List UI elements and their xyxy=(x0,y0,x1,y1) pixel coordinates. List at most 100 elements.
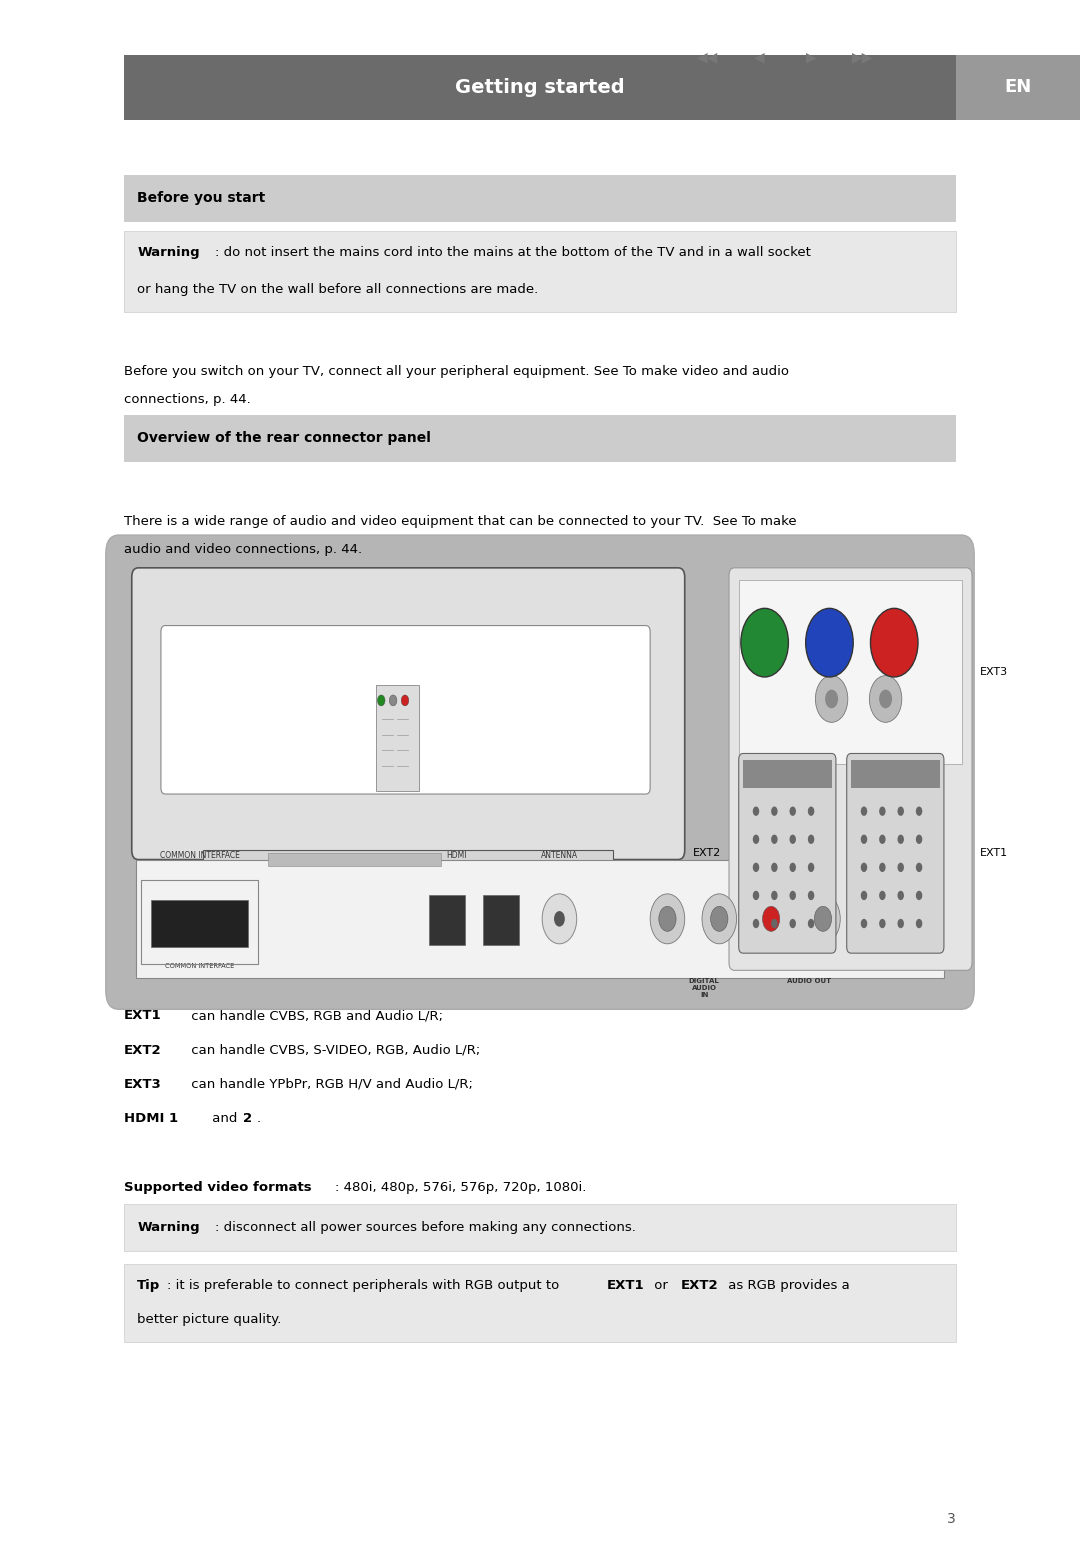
Text: There is a wide range of audio and video equipment that can be connected to your: There is a wide range of audio and video… xyxy=(124,515,797,527)
FancyBboxPatch shape xyxy=(132,568,685,860)
Circle shape xyxy=(711,906,728,931)
Circle shape xyxy=(879,690,892,708)
Circle shape xyxy=(879,919,886,928)
Text: EXT2: EXT2 xyxy=(693,849,721,858)
Text: EXT1: EXT1 xyxy=(607,1279,645,1292)
Text: : 480i, 480p, 576i, 576p, 720p, 1080i.: : 480i, 480p, 576i, 576p, 720p, 1080i. xyxy=(335,1181,586,1193)
Circle shape xyxy=(825,690,838,708)
Circle shape xyxy=(879,807,886,816)
Text: HDMI 1: HDMI 1 xyxy=(124,1112,178,1125)
Bar xyxy=(124,55,956,120)
Text: Pb: Pb xyxy=(825,597,834,602)
Circle shape xyxy=(789,835,796,844)
Circle shape xyxy=(753,919,759,928)
Text: COMMON INTERFACE: COMMON INTERFACE xyxy=(160,850,240,860)
Bar xyxy=(124,415,956,462)
Text: : do not insert the mains cord into the mains at the bottom of the TV and in a w: : do not insert the mains cord into the … xyxy=(215,246,811,259)
Circle shape xyxy=(897,835,904,844)
Text: Tip: Tip xyxy=(137,1279,161,1292)
Bar xyxy=(124,175,956,222)
Text: EXT2: EXT2 xyxy=(680,1279,718,1292)
Text: : it is preferable to connect peripherals with RGB output to: : it is preferable to connect peripheral… xyxy=(167,1279,564,1292)
Text: Overview of the rear connector panel: Overview of the rear connector panel xyxy=(137,432,431,445)
Circle shape xyxy=(808,891,814,900)
Bar xyxy=(741,763,816,783)
Text: Getting started: Getting started xyxy=(455,78,625,97)
Text: EXT1: EXT1 xyxy=(980,849,1008,858)
Text: ▶: ▶ xyxy=(806,51,816,64)
Text: AUDIO OUT: AUDIO OUT xyxy=(787,978,831,984)
Circle shape xyxy=(916,835,922,844)
Circle shape xyxy=(879,891,886,900)
Text: can handle YPbPr, RGB H/V and Audio L/R;: can handle YPbPr, RGB H/V and Audio L/R; xyxy=(187,1078,473,1090)
Circle shape xyxy=(771,807,778,816)
Circle shape xyxy=(378,696,384,705)
Circle shape xyxy=(808,835,814,844)
Text: EXT3: EXT3 xyxy=(980,668,1008,677)
Text: EXT2: EXT2 xyxy=(779,771,796,777)
Text: can handle CVBS, S-VIDEO, RGB, Audio L/R;: can handle CVBS, S-VIDEO, RGB, Audio L/R… xyxy=(187,1044,481,1056)
Text: as RGB provides a: as RGB provides a xyxy=(724,1279,849,1292)
Circle shape xyxy=(806,894,840,944)
Bar xyxy=(151,900,248,947)
FancyBboxPatch shape xyxy=(739,580,962,764)
Text: DIGITAL
AUDIO
IN: DIGITAL AUDIO IN xyxy=(689,978,719,998)
Bar xyxy=(124,1264,956,1342)
FancyBboxPatch shape xyxy=(729,568,972,970)
Circle shape xyxy=(879,863,886,872)
Text: and: and xyxy=(208,1112,242,1125)
Circle shape xyxy=(814,906,832,931)
Circle shape xyxy=(897,807,904,816)
Circle shape xyxy=(861,891,867,900)
Text: EXT3: EXT3 xyxy=(124,1078,162,1090)
Text: EXT1: EXT1 xyxy=(124,1009,162,1022)
Text: Warning: Warning xyxy=(137,1221,200,1234)
Circle shape xyxy=(753,835,759,844)
FancyBboxPatch shape xyxy=(739,753,836,953)
Bar xyxy=(956,55,1080,120)
Circle shape xyxy=(402,696,408,705)
Text: 3: 3 xyxy=(947,1513,956,1526)
Circle shape xyxy=(916,863,922,872)
Bar xyxy=(124,1204,956,1251)
FancyBboxPatch shape xyxy=(847,753,944,953)
Circle shape xyxy=(390,696,397,705)
Text: Before you start: Before you start xyxy=(137,192,266,204)
Text: 2: 2 xyxy=(243,1112,252,1125)
FancyBboxPatch shape xyxy=(483,895,519,945)
Text: can handle CVBS, RGB and Audio L/R;: can handle CVBS, RGB and Audio L/R; xyxy=(187,1009,443,1022)
Text: COMMON INTERFACE: COMMON INTERFACE xyxy=(165,963,234,969)
Text: HDMI: HDMI xyxy=(447,850,467,860)
Text: Warning: Warning xyxy=(137,246,200,259)
Text: Pr: Pr xyxy=(891,597,897,602)
Circle shape xyxy=(789,919,796,928)
Circle shape xyxy=(897,919,904,928)
Bar xyxy=(376,685,419,791)
Text: Y: Y xyxy=(762,597,767,602)
Circle shape xyxy=(870,608,918,677)
Bar xyxy=(124,231,956,312)
Circle shape xyxy=(897,891,904,900)
Bar xyxy=(203,850,613,878)
Text: ANTENNA: ANTENNA xyxy=(541,850,578,860)
FancyBboxPatch shape xyxy=(106,535,974,1009)
Text: .: . xyxy=(257,1112,261,1125)
Text: or hang the TV on the wall before all connections are made.: or hang the TV on the wall before all co… xyxy=(137,284,539,296)
Text: EXT2: EXT2 xyxy=(124,1044,162,1056)
Circle shape xyxy=(808,919,814,928)
Bar xyxy=(851,760,940,788)
Text: EN: EN xyxy=(1004,78,1031,97)
Circle shape xyxy=(771,835,778,844)
Circle shape xyxy=(789,863,796,872)
Text: EXT1: EXT1 xyxy=(887,771,904,777)
Circle shape xyxy=(771,891,778,900)
Circle shape xyxy=(554,911,565,927)
Circle shape xyxy=(861,807,867,816)
Bar xyxy=(743,760,832,788)
Text: ◀: ◀ xyxy=(754,51,765,64)
Circle shape xyxy=(806,608,853,677)
Text: better picture quality.: better picture quality. xyxy=(137,1314,282,1326)
Circle shape xyxy=(808,863,814,872)
Text: connections, p. 44.: connections, p. 44. xyxy=(124,393,251,406)
Text: ▶▶: ▶▶ xyxy=(852,51,874,64)
